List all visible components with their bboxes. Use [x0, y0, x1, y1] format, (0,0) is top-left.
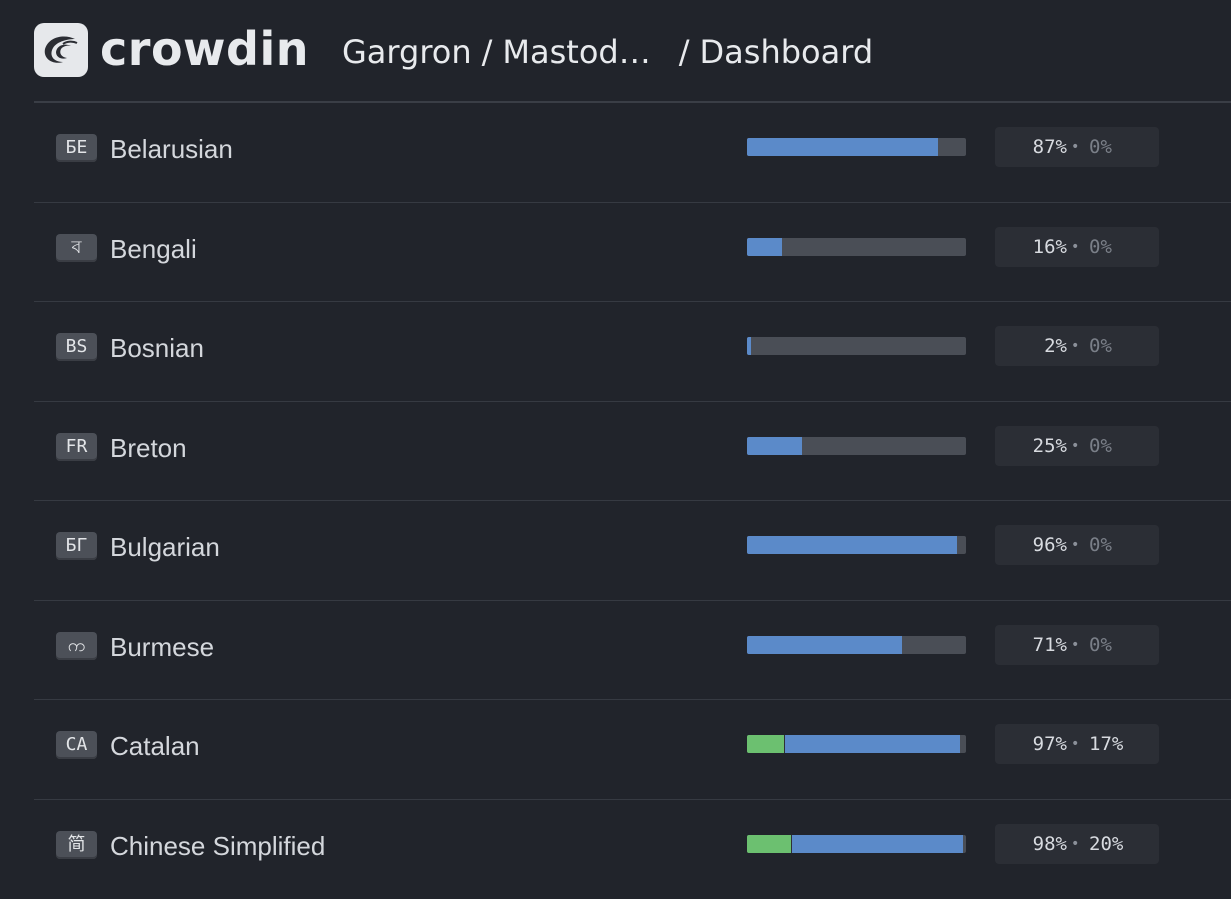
translated-percent: 2% — [1044, 326, 1067, 366]
dot-separator-icon: • — [1071, 127, 1079, 167]
dot-separator-icon: • — [1071, 525, 1079, 565]
language-flag-icon: БГ — [56, 532, 97, 560]
translated-percent: 87% — [1033, 127, 1067, 167]
language-name[interactable]: Bosnian — [110, 331, 204, 365]
approved-percent: 17% — [1089, 724, 1123, 764]
approved-percent: 0% — [1089, 127, 1112, 167]
dot-separator-icon: • — [1071, 426, 1079, 466]
language-name[interactable]: Catalan — [110, 729, 200, 763]
language-row[interactable]: БГ Bulgarian 96%•0% — [34, 501, 1231, 601]
approved-percent: 0% — [1089, 326, 1112, 366]
translated-percent: 98% — [1033, 824, 1067, 864]
language-name[interactable]: Breton — [110, 431, 187, 465]
progress-percent-badge: 98%• 20% — [995, 824, 1159, 864]
progress-bar — [747, 238, 966, 256]
dot-separator-icon: • — [1071, 625, 1079, 665]
language-name[interactable]: Chinese Simplified — [110, 829, 325, 863]
language-row[interactable]: က Burmese 71%•0% — [34, 601, 1231, 701]
translated-progress-fill — [784, 735, 960, 753]
breadcrumb-separator: / — [482, 33, 493, 71]
approved-percent: 0% — [1089, 426, 1112, 466]
language-flag-icon: БЕ — [56, 134, 97, 162]
breadcrumb-owner[interactable]: Gargron — [342, 33, 472, 71]
translated-progress-fill — [747, 238, 782, 256]
progress-percent-badge: 71%•0% — [995, 625, 1159, 665]
language-name[interactable]: Belarusian — [110, 132, 233, 166]
breadcrumb: Gargron/Mastod…/Dashboard — [342, 30, 873, 74]
approved-progress-fill — [747, 835, 791, 853]
language-row[interactable]: FR Breton 25%•0% — [34, 402, 1231, 502]
language-row[interactable]: 简 Chinese Simplified 98%• 20% — [34, 800, 1231, 899]
translated-progress-fill — [747, 536, 957, 554]
progress-bar — [747, 835, 966, 853]
progress-bar — [747, 138, 966, 156]
dot-separator-icon: • — [1071, 724, 1079, 764]
breadcrumb-page: Dashboard — [700, 33, 874, 71]
breadcrumb-separator: / — [679, 33, 690, 71]
translated-percent: 16% — [1033, 227, 1067, 267]
language-row[interactable]: CA Catalan 97%• 17% — [34, 700, 1231, 800]
language-name[interactable]: Bulgarian — [110, 530, 220, 564]
progress-percent-badge: 87%•0% — [995, 127, 1159, 167]
breadcrumb-project[interactable]: Mastod… — [502, 33, 650, 71]
progress-bar — [747, 735, 966, 753]
logo-text[interactable]: crowdin — [100, 20, 309, 78]
progress-percent-badge: 2%•0% — [995, 326, 1159, 366]
translated-progress-fill — [791, 835, 963, 853]
progress-bar — [747, 437, 966, 455]
language-flag-icon: FR — [56, 433, 97, 461]
progress-percent-badge: 97%• 17% — [995, 724, 1159, 764]
translated-percent: 71% — [1033, 625, 1067, 665]
dot-separator-icon: • — [1071, 326, 1079, 366]
progress-bar — [747, 337, 966, 355]
language-name[interactable]: Bengali — [110, 232, 197, 266]
translated-progress-fill — [747, 337, 751, 355]
dot-separator-icon: • — [1071, 824, 1079, 864]
language-flag-icon: BS — [56, 333, 97, 361]
approved-progress-fill — [747, 735, 784, 753]
crowdin-logo-icon[interactable] — [34, 23, 88, 77]
language-flag-icon: ব — [56, 234, 97, 262]
language-flag-icon: က — [56, 632, 97, 660]
dot-separator-icon: • — [1071, 227, 1079, 267]
translated-percent: 25% — [1033, 426, 1067, 466]
progress-percent-badge: 16%•0% — [995, 227, 1159, 267]
translated-progress-fill — [747, 437, 802, 455]
translated-progress-fill — [747, 138, 938, 156]
translated-progress-fill — [747, 636, 902, 654]
language-row[interactable]: BS Bosnian 2%•0% — [34, 302, 1231, 402]
language-row[interactable]: БЕ Belarusian 87%•0% — [34, 103, 1231, 203]
approved-percent: 0% — [1089, 227, 1112, 267]
translated-percent: 96% — [1033, 525, 1067, 565]
approved-percent: 0% — [1089, 625, 1112, 665]
approved-percent: 20% — [1089, 824, 1123, 864]
language-flag-icon: 简 — [56, 831, 97, 859]
translated-percent: 97% — [1033, 724, 1067, 764]
top-header: crowdin Gargron/Mastod…/Dashboard — [0, 0, 1231, 101]
language-flag-icon: CA — [56, 731, 97, 759]
language-name[interactable]: Burmese — [110, 630, 214, 664]
progress-percent-badge: 96%•0% — [995, 525, 1159, 565]
progress-bar — [747, 536, 966, 554]
progress-bar — [747, 636, 966, 654]
approved-percent: 0% — [1089, 525, 1112, 565]
language-row[interactable]: ব Bengali 16%•0% — [34, 203, 1231, 303]
progress-percent-badge: 25%•0% — [995, 426, 1159, 466]
